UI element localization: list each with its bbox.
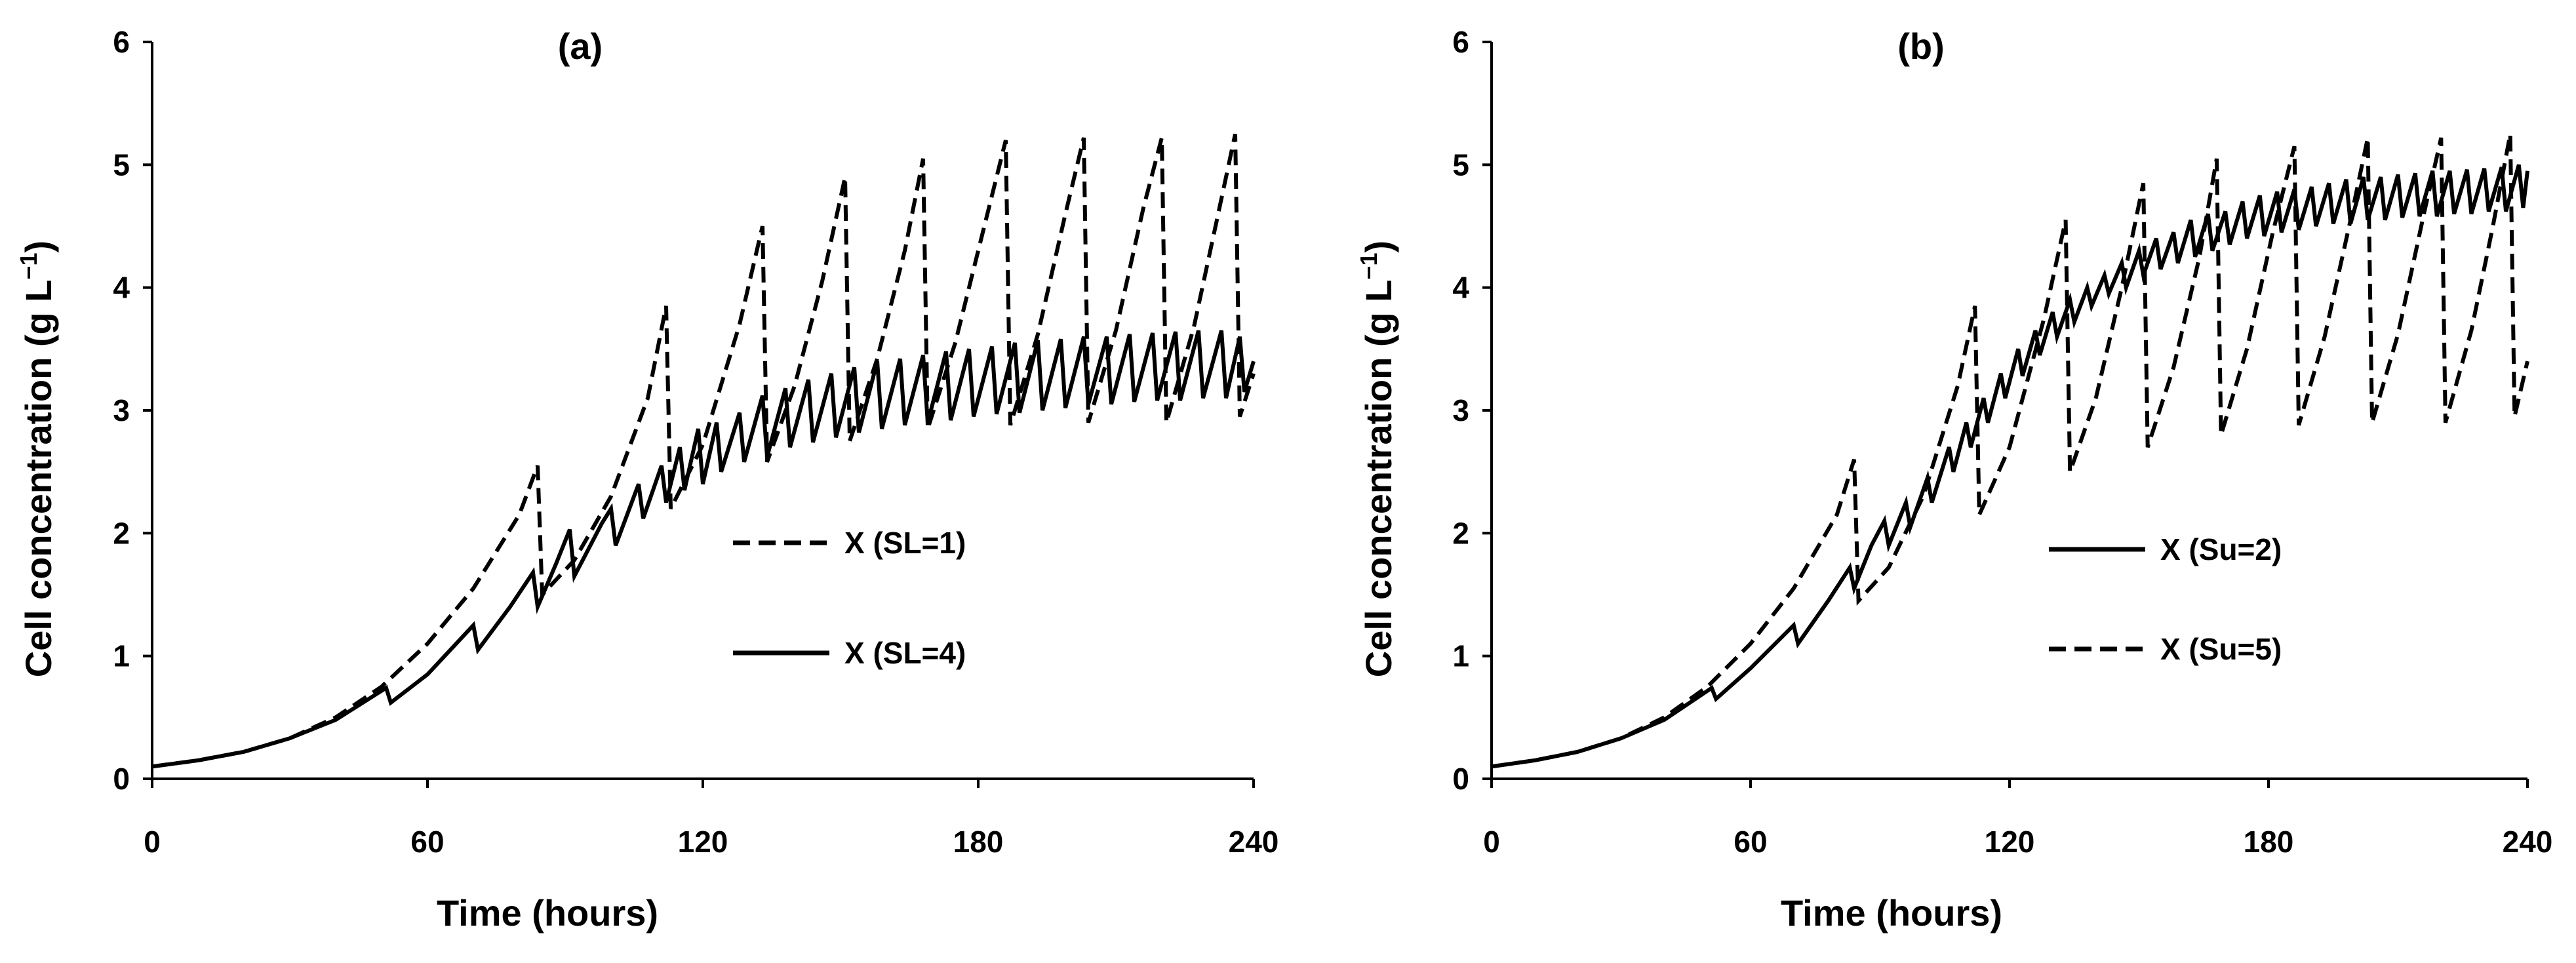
y-tick-label: 4 bbox=[1452, 271, 1469, 305]
chart-panel-b: 0 1 2 3 4 5 6 0 60 120 180 240 (b) Time (hours) Ce… bbox=[1355, 25, 2552, 934]
chart-panel-a: 0 1 2 3 4 5 6 0 60 120 180 240 (a) Time (hours) Ce… bbox=[15, 25, 1278, 934]
axes-b bbox=[1482, 41, 2529, 788]
x-tick-label: 60 bbox=[1734, 825, 1767, 859]
x-tick-label: 240 bbox=[1229, 825, 1279, 859]
y-tick-label: 0 bbox=[113, 762, 130, 796]
y-tick-label: 2 bbox=[113, 516, 130, 550]
axes-a bbox=[143, 41, 1255, 788]
y-tick-label: 3 bbox=[113, 393, 130, 427]
series-line-x-sl-1 bbox=[151, 133, 1256, 769]
x-tick-label: 60 bbox=[410, 825, 444, 859]
y-tick-label: 5 bbox=[113, 147, 130, 182]
y-tick-label: 1 bbox=[113, 639, 130, 673]
series-b bbox=[1491, 133, 2529, 769]
y-tick-label: 4 bbox=[113, 271, 130, 305]
x-axis-title-a: Time (hours) bbox=[437, 892, 658, 934]
legend-a: X (SL=1) X (SL=4) bbox=[733, 526, 966, 670]
legend-label-su2: X (Su=2) bbox=[2160, 532, 2282, 566]
panel-title-a: (a) bbox=[558, 26, 603, 67]
x-axis-title-b: Time (hours) bbox=[1781, 892, 2002, 934]
legend-label-su5: X (Su=5) bbox=[2160, 632, 2282, 666]
y-tick-label: 6 bbox=[113, 25, 130, 59]
x-tick-label: 120 bbox=[1985, 825, 2035, 859]
legend-label-sl4: X (SL=4) bbox=[844, 636, 966, 670]
series-a bbox=[151, 133, 1256, 769]
x-tick-labels-a: 0 60 120 180 240 bbox=[144, 825, 1278, 859]
x-tick-label: 0 bbox=[144, 825, 161, 859]
y-axis-title-a: Cell concentration (g L−1) bbox=[15, 241, 59, 677]
y-tick-label: 2 bbox=[1452, 516, 1469, 550]
y-axis-title-b: Cell concentration (g L−1) bbox=[1355, 241, 1399, 677]
x-tick-labels-b: 0 60 120 180 240 bbox=[1483, 825, 2552, 859]
x-tick-label: 120 bbox=[678, 825, 728, 859]
series-line-x-su-2 bbox=[1491, 164, 2529, 769]
series-line-x-su-5 bbox=[1491, 133, 2529, 769]
series-line-x-sl-4 bbox=[151, 330, 1256, 769]
legend-label-sl1: X (SL=1) bbox=[844, 526, 966, 560]
x-tick-label: 0 bbox=[1483, 825, 1500, 859]
y-tick-label: 0 bbox=[1452, 762, 1469, 796]
x-tick-label: 180 bbox=[953, 825, 1004, 859]
legend-b: X (Su=2) X (Su=5) bbox=[2049, 532, 2282, 666]
y-tick-labels-b: 0 1 2 3 4 5 6 bbox=[1452, 25, 1469, 796]
x-tick-label: 240 bbox=[2503, 825, 2553, 859]
x-tick-label: 180 bbox=[2244, 825, 2294, 859]
panel-title-b: (b) bbox=[1897, 26, 1945, 67]
y-tick-label: 3 bbox=[1452, 393, 1469, 427]
y-tick-label: 1 bbox=[1452, 639, 1469, 673]
y-tick-labels-a: 0 1 2 3 4 5 6 bbox=[113, 25, 130, 796]
y-tick-label: 5 bbox=[1452, 147, 1469, 182]
y-tick-label: 6 bbox=[1452, 25, 1469, 59]
